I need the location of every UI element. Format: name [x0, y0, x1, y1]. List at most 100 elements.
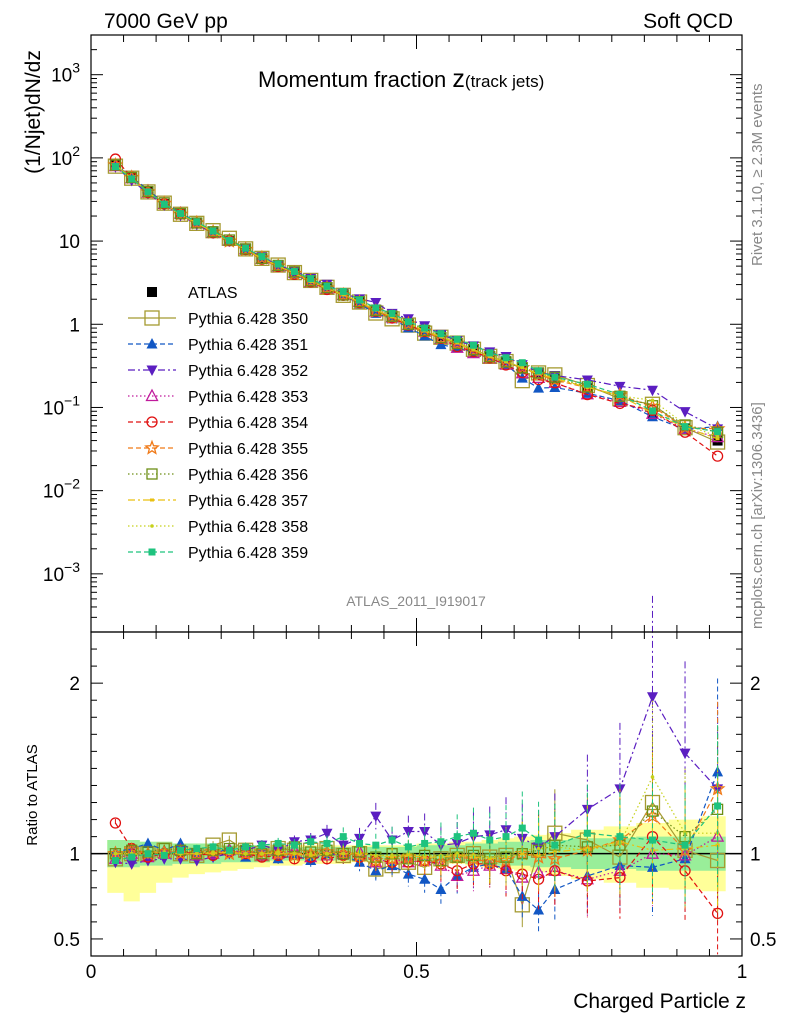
series-line	[115, 164, 718, 438]
data-point	[679, 407, 691, 418]
ratio-point	[469, 829, 477, 837]
ratio-axis-label: Ratio to ATLAS	[24, 744, 41, 845]
data-point	[388, 309, 396, 317]
ratio-point	[486, 836, 494, 844]
legend-entry: Pythia 6.428 357	[128, 493, 308, 510]
legend-entry: Pythia 6.428 355	[128, 439, 308, 458]
legend-label: Pythia 6.428 350	[188, 311, 308, 328]
data-point	[193, 218, 201, 226]
data-point	[715, 437, 720, 441]
ratio-point	[419, 873, 431, 884]
data-point	[356, 296, 364, 304]
y-axis-label: (1/Njet)dN/dz	[22, 50, 45, 174]
y-tick-label: 1	[69, 315, 80, 336]
ratio-point	[225, 846, 233, 854]
ratio-point	[177, 846, 185, 854]
data-point	[581, 388, 594, 401]
data-point	[715, 434, 720, 439]
data-point	[711, 450, 724, 462]
data-point	[681, 423, 689, 431]
ratio-point	[292, 851, 297, 856]
data-point	[307, 275, 315, 283]
ratio-line	[114, 822, 719, 914]
plot-title: Momentum fraction z(track jets)	[258, 65, 544, 93]
ratio-point	[142, 837, 154, 848]
ratio-point	[404, 843, 412, 851]
ratio-point	[372, 841, 380, 849]
ratio-point	[126, 859, 138, 870]
ratio-point	[455, 851, 459, 856]
ratio-point	[535, 836, 543, 844]
data-point	[258, 253, 266, 261]
ratio-point	[274, 839, 282, 847]
legend-marker	[145, 388, 159, 402]
legend-marker	[146, 365, 158, 376]
legend-label: Pythia 6.428 357	[188, 493, 308, 510]
legend-entry: Pythia 6.428 353	[128, 388, 308, 406]
ratio-point	[321, 828, 333, 840]
data-point	[160, 200, 168, 208]
data-point	[518, 359, 526, 367]
ratio-tick-label-right: 2	[750, 674, 761, 695]
legend-marker	[150, 498, 154, 502]
data-point	[209, 227, 217, 235]
ratio-point	[421, 839, 429, 847]
ratio-point	[711, 907, 724, 920]
data-point	[712, 435, 723, 446]
mcplots-label: mcplots.cern.ch [arXiv:1306.3436]	[749, 402, 766, 629]
analysis-id: ATLAS_2011_I919017	[346, 593, 486, 609]
ratio-point	[646, 692, 658, 703]
y-tick-label: 10−3	[43, 559, 80, 586]
series-pythia-6-428-359	[111, 163, 722, 436]
data-point	[288, 266, 301, 278]
data-point	[142, 185, 154, 198]
data-point	[274, 260, 282, 268]
legend-marker	[147, 287, 157, 297]
ratio-point	[715, 843, 720, 847]
ratio-point	[471, 853, 476, 858]
data-point	[714, 428, 722, 436]
x-tick-label: 1	[737, 962, 748, 983]
ratio-point	[160, 851, 168, 859]
y-tick-label: 10−2	[43, 476, 80, 503]
data-point	[111, 163, 119, 171]
legend-marker	[146, 468, 158, 480]
ratio-point	[520, 852, 525, 856]
legend-marker	[146, 338, 158, 349]
ratio-point	[209, 843, 217, 851]
ratio-point	[419, 827, 431, 838]
legend-marker	[144, 310, 160, 326]
data-point	[225, 236, 233, 244]
data-point	[191, 217, 203, 229]
data-point	[581, 387, 593, 398]
data-point	[272, 259, 284, 272]
y-tick-label: 10	[59, 232, 80, 253]
ratio-point	[109, 817, 122, 829]
data-point	[437, 330, 445, 338]
ratio-point	[356, 839, 364, 847]
data-point	[372, 304, 380, 312]
ratio-point	[583, 829, 591, 837]
data-point	[158, 197, 170, 209]
ratio-point	[390, 853, 394, 858]
ratio-point	[374, 853, 378, 858]
data-point	[650, 398, 655, 403]
ratio-point	[341, 851, 346, 856]
ratio-point	[339, 833, 347, 841]
ratio-point	[276, 850, 280, 854]
ratio-point	[211, 850, 215, 854]
rivet-label: Rivet 3.1.10, ≥ 2.3M events	[749, 84, 766, 267]
ratio-point	[111, 857, 119, 865]
ratio-point	[194, 851, 199, 856]
data-point	[502, 354, 510, 362]
ratio-point	[370, 811, 382, 823]
ratio-point	[679, 748, 691, 760]
ratio-point	[437, 838, 445, 846]
legend-entry: Pythia 6.428 354	[128, 415, 308, 432]
main-frame	[90, 34, 743, 633]
ratio-point	[243, 851, 248, 856]
ratio-point	[113, 851, 118, 856]
ratio-point	[435, 883, 447, 894]
ratio-point	[354, 833, 366, 845]
